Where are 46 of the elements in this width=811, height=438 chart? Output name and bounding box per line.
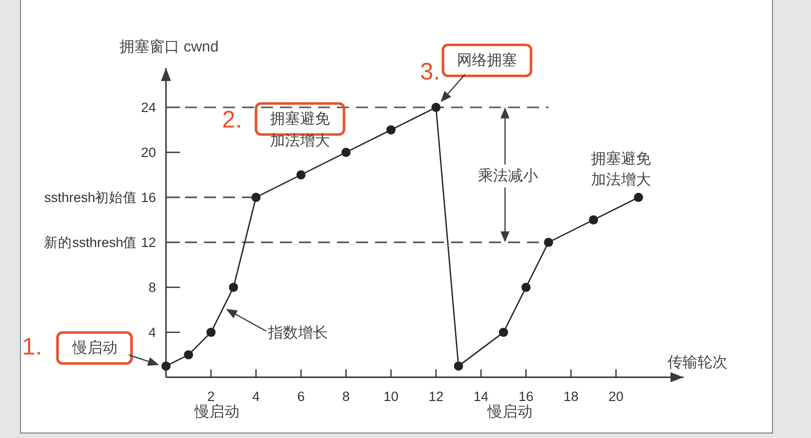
y-tick-label: 24	[140, 100, 156, 115]
point	[498, 328, 508, 337]
annotation: 网络拥塞	[457, 52, 517, 69]
point	[161, 361, 171, 371]
annotation: 慢启动	[72, 340, 118, 356]
annotation: 乘法减小	[478, 168, 538, 184]
annotation: 加法增大	[270, 132, 330, 150]
annotation: 拥塞避免	[591, 150, 651, 168]
y-tick-label: 8	[148, 280, 156, 295]
y-tick-label: ssthresh初始值 16	[44, 190, 156, 205]
annotation: 加法增大	[591, 172, 651, 188]
annotation: 慢启动	[194, 404, 240, 420]
annotation: 拥塞避免	[270, 110, 330, 128]
point	[454, 361, 464, 371]
point	[184, 350, 194, 360]
x-tick-label: 10	[383, 388, 399, 404]
annotation: 指数增长	[268, 324, 328, 342]
point	[386, 125, 396, 134]
y-tick-label: 4	[148, 324, 156, 340]
x-axis-title: 传输轮次	[668, 354, 728, 371]
x-tick-label: 8	[342, 388, 350, 404]
point	[341, 148, 351, 157]
x-tick-label: 18	[563, 388, 579, 404]
point	[544, 238, 554, 247]
point	[296, 170, 306, 180]
annotation: 3.	[420, 58, 440, 86]
y-tick-label: 新的ssthresh值 12	[44, 234, 156, 250]
x-tick-label: 6	[297, 388, 305, 404]
point	[228, 282, 238, 292]
x-tick-label: 12	[428, 388, 444, 404]
point	[251, 192, 261, 202]
x-tick-label: 20	[608, 388, 624, 404]
x-tick-label: 14	[473, 388, 489, 404]
point	[588, 215, 598, 224]
y-axis-title: 拥塞窗口 cwnd	[119, 38, 219, 56]
annotation: 1.	[22, 334, 42, 360]
y-tick-label: 20	[140, 144, 156, 160]
point	[634, 192, 644, 202]
point	[521, 282, 531, 292]
point	[431, 102, 441, 112]
annotation: 2.	[222, 106, 242, 134]
annotation: 慢启动	[488, 404, 532, 420]
x-tick-label: 16	[518, 388, 534, 404]
x-tick-label: 2	[207, 388, 215, 404]
point	[206, 328, 216, 337]
x-tick-label: 4	[252, 388, 260, 404]
